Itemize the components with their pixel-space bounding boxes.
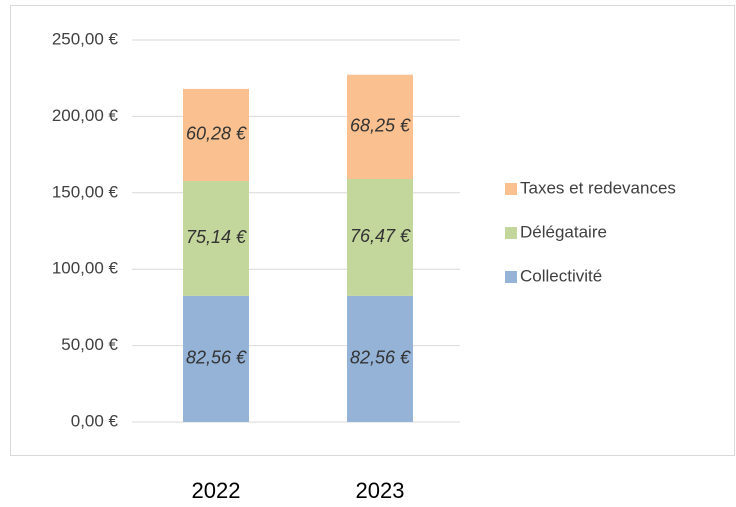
y-tick-label: 50,00 € — [61, 335, 118, 354]
legend-label: Délégataire — [520, 222, 607, 241]
value-label: 75,14 € — [186, 227, 247, 247]
legend-swatch — [505, 227, 517, 239]
bar-segment — [347, 295, 413, 422]
value-label: 60,28 € — [186, 124, 247, 144]
legend-swatch — [505, 271, 517, 283]
y-tick-label: 150,00 € — [52, 182, 119, 201]
y-tick-label: 0,00 € — [71, 411, 119, 430]
bar-segment — [183, 88, 249, 182]
bar-segment — [183, 295, 249, 422]
value-label: 82,56 € — [186, 348, 247, 368]
bar-segment — [347, 179, 413, 296]
bar-segment — [347, 74, 413, 180]
legend-label: Collectivité — [520, 266, 602, 285]
value-label: 68,25 € — [350, 116, 411, 136]
y-tick-label: 200,00 € — [52, 106, 119, 125]
x-tick-label: 2022 — [192, 478, 241, 503]
legend-label: Taxes et redevances — [520, 178, 676, 197]
y-tick-label: 100,00 € — [52, 259, 119, 278]
value-label: 76,47 € — [350, 226, 411, 246]
x-tick-label: 2023 — [356, 478, 405, 503]
value-label: 82,56 € — [350, 348, 411, 368]
legend-swatch — [505, 183, 517, 195]
y-tick-label: 250,00 € — [52, 29, 119, 48]
bar-segment — [183, 181, 249, 296]
